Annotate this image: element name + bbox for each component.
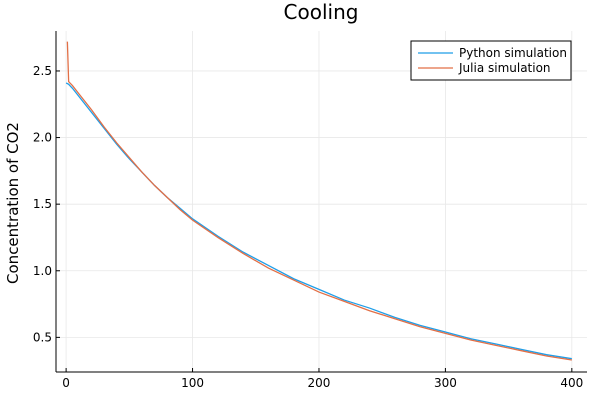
tick-labels: 0 100 200 300 400 0.5 1.0 1.5 2.0 2.5 [33,64,583,390]
legend-label-2: Julia simulation [458,61,551,75]
x-tick-label: 200 [308,376,331,390]
y-tick-label: 2.0 [33,131,52,145]
chart-title: Cooling [284,0,359,24]
x-tick-label: 100 [181,376,204,390]
y-tick-label: 2.5 [33,64,52,78]
y-tick-label: 1.0 [33,264,52,278]
series-line-2 [66,41,572,361]
legend-label-1: Python simulation [459,46,567,60]
axes [55,31,587,373]
x-tick-label: 400 [560,376,583,390]
series-lines [65,41,572,361]
grid [56,31,587,372]
x-tick-label: 0 [62,376,70,390]
y-tick-label: 0.5 [33,330,52,344]
x-tick-label: 300 [434,376,457,390]
y-axis-label: Concentration of CO2 [4,122,22,284]
y-tick-label: 1.5 [33,197,52,211]
series-line-1 [65,82,572,360]
legend-box [410,40,572,81]
